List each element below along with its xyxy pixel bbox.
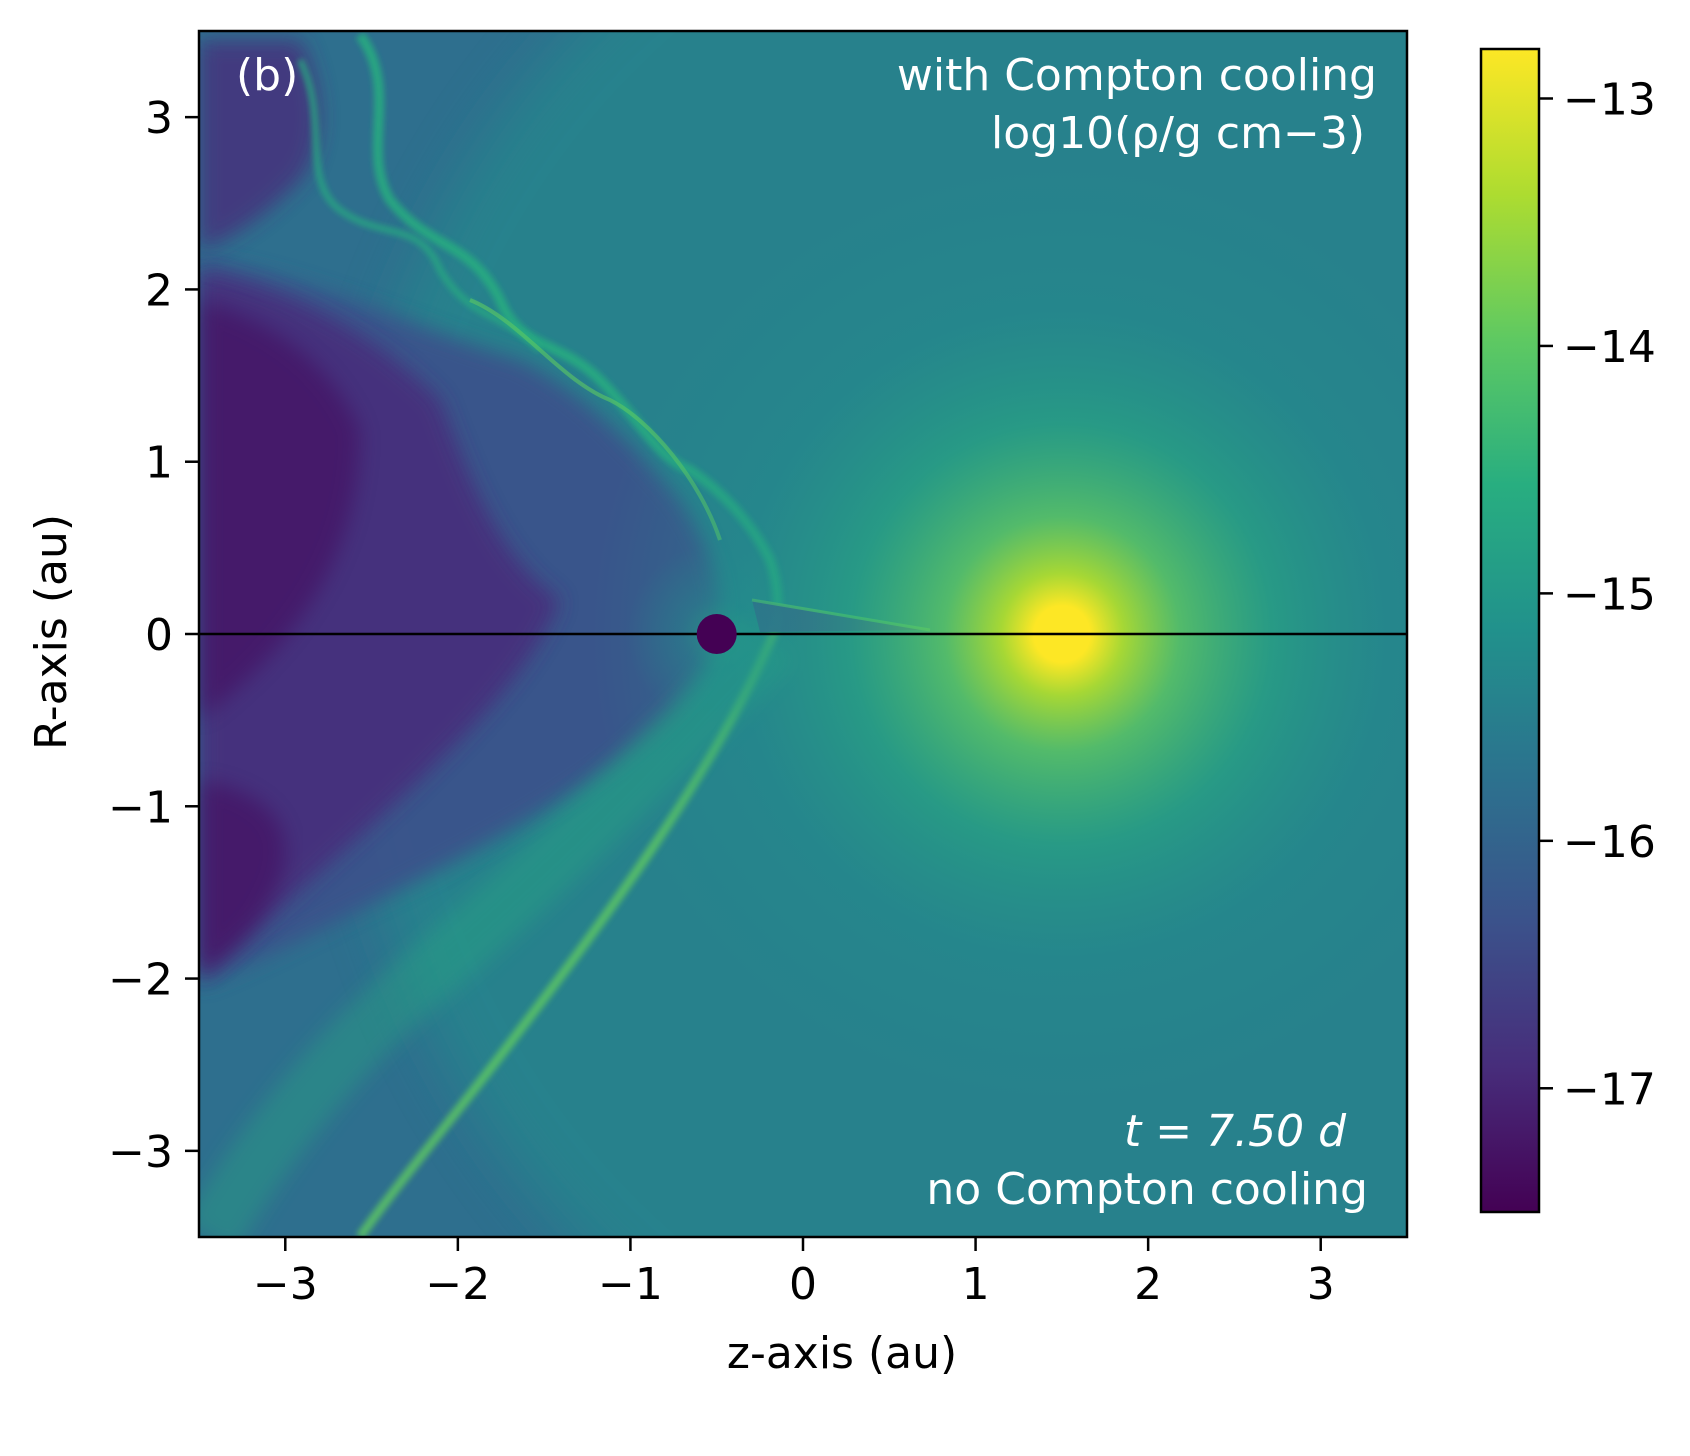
colorbar-axis: −13 −14 −15 −16 −17 [1539,74,1656,1115]
colorbar-tick-label: −15 [1563,569,1656,620]
y-tick-label: 2 [145,265,173,316]
x-axis-label: z-axis (au) [727,1328,957,1379]
y-axis: −3 −2 −1 0 1 2 3 [108,93,199,1178]
y-tick-label: −1 [108,782,173,833]
panel-label: (b) [236,50,298,101]
y-tick-label: 1 [145,438,173,489]
annotation-time: t = 7.50 d [1124,1106,1347,1157]
y-tick-label: 3 [145,93,173,144]
y-tick-label: 0 [145,610,173,661]
colorbar-tick-label: −13 [1563,74,1656,125]
x-tick-label: 1 [962,1259,990,1310]
x-tick-label: 2 [1134,1259,1162,1310]
x-tick-label: 3 [1307,1259,1335,1310]
x-tick-label: 0 [789,1259,817,1310]
y-tick-label: −3 [108,1127,173,1178]
colorbar [1479,47,1541,1214]
dark-source-marker [696,614,737,654]
y-axis-label: R-axis (au) [26,514,77,750]
annotation-compton-on: with Compton cooling [897,50,1377,101]
colorbar-tick-label: −17 [1563,1064,1656,1115]
x-tick-label: −3 [253,1259,318,1310]
y-tick-label: −2 [108,955,173,1006]
colorbar-tick-label: −16 [1563,817,1656,868]
colorbar-tick-label: −14 [1563,322,1656,373]
x-tick-label: −1 [598,1259,663,1310]
x-axis: −3 −2 −1 0 1 2 3 [253,1237,1335,1310]
annotation-compton-off: no Compton cooling [926,1164,1368,1215]
annotation-density-label: log10(ρ/g cm−3) [991,108,1365,159]
x-tick-label: −2 [425,1259,490,1310]
